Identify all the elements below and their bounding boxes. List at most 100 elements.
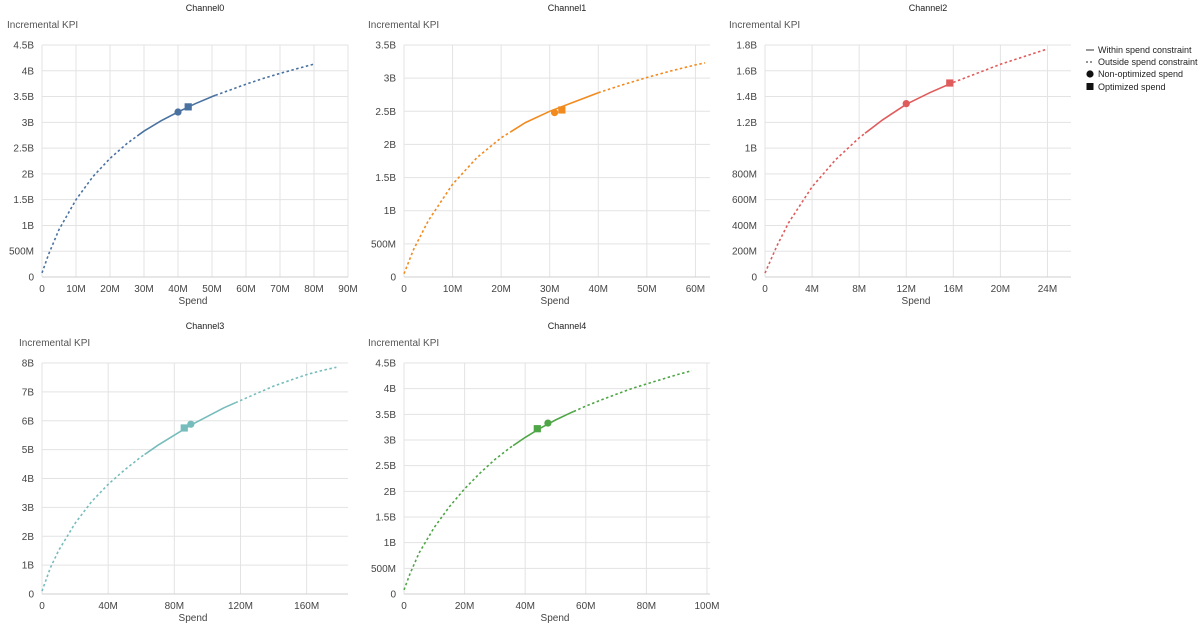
x-axis-label: Spend: [179, 296, 208, 307]
curve-outside-constraint-low: [403, 444, 514, 591]
y-tick-label: 5B: [22, 445, 35, 456]
y-tick-label: 0: [390, 590, 396, 601]
x-tick-label: 70M: [270, 284, 289, 295]
y-tick-label: 0: [28, 273, 34, 284]
x-tick-label: 50M: [637, 284, 656, 295]
non-optimized-spend-marker: [550, 109, 559, 117]
x-tick-label: 160M: [294, 601, 319, 612]
curve-within-constraint: [136, 94, 216, 137]
y-tick-label: 2B: [384, 487, 397, 498]
x-tick-label: 8M: [852, 284, 866, 295]
x-tick-label: 10M: [66, 284, 85, 295]
y-tick-label: 3.5B: [13, 92, 34, 103]
y-tick-label: 500M: [371, 239, 396, 250]
channel-chart: 0 200M 400M 600M 800M 1B 1.2B 1.4B 1.6B 1.8B 0 4M 8M…: [729, 3, 1071, 307]
y-tick-label: 4.5B: [375, 359, 396, 370]
y-axis-label: Incremental KPI: [7, 20, 78, 31]
y-tick-label: 500M: [371, 564, 396, 575]
x-tick-label: 20M: [991, 284, 1010, 295]
x-tick-label: 40M: [515, 601, 534, 612]
x-axis-label: Spend: [902, 296, 931, 307]
curve-outside-constraint-low: [403, 131, 512, 274]
y-tick-label: 7B: [22, 387, 35, 398]
y-tick-label: 1B: [384, 538, 397, 549]
y-tick-label: 8B: [22, 359, 35, 370]
y-axis-label: Incremental KPI: [368, 20, 439, 31]
x-tick-label: 0: [762, 284, 768, 295]
x-tick-label: 60M: [576, 601, 595, 612]
chart-title: Channel1: [548, 3, 587, 13]
x-tick-label: 120M: [228, 601, 253, 612]
curve-outside-constraint-low: [41, 453, 146, 592]
chart-title: Channel3: [186, 321, 225, 331]
legend-circle-marker: [1086, 70, 1094, 78]
curve-outside-constraint-high: [235, 366, 337, 404]
y-tick-label: 4B: [22, 474, 35, 485]
y-tick-label: 0: [390, 273, 396, 284]
channel-chart: 0 1B 2B 3B 4B 5B 6B 7B 8B 0 40M 80M 120M 160M Channel3…: [19, 321, 348, 624]
y-tick-label: 1.5B: [13, 195, 34, 206]
y-axis-label: Incremental KPI: [19, 338, 90, 349]
x-tick-label: 10M: [443, 284, 462, 295]
y-tick-label: 2.5B: [375, 107, 396, 118]
gridlines: [41, 362, 348, 595]
non-optimized-spend-marker: [174, 108, 182, 116]
y-tick-label: 2B: [22, 169, 35, 180]
y-tick-label: 800M: [732, 169, 757, 180]
curve-outside-constraint-low: [764, 132, 866, 274]
y-tick-label: 3B: [384, 436, 397, 447]
optimized-spend-marker: [184, 103, 192, 111]
y-tick-label: 0: [28, 590, 34, 601]
x-tick-label: 50M: [202, 284, 221, 295]
y-tick-label: 600M: [732, 195, 757, 206]
x-tick-label: 100M: [694, 601, 719, 612]
y-tick-label: 1.2B: [736, 118, 757, 129]
x-tick-label: 24M: [1038, 284, 1057, 295]
x-axis-label: Spend: [541, 613, 570, 624]
curve-outside-constraint-low: [41, 135, 138, 274]
x-axis-label: Spend: [179, 613, 208, 624]
x-tick-label: 0: [401, 284, 407, 295]
x-tick-label: 80M: [304, 284, 323, 295]
curve-within-constraint: [510, 91, 599, 133]
chart-title: Channel4: [548, 321, 587, 331]
chart-title: Channel0: [186, 3, 225, 13]
x-tick-label: 30M: [134, 284, 153, 295]
gridlines: [403, 362, 710, 595]
x-tick-label: 16M: [944, 284, 963, 295]
y-axis-label: Incremental KPI: [729, 20, 800, 31]
y-tick-label: 4B: [22, 66, 35, 77]
non-optimized-spend-marker: [902, 100, 910, 108]
channel-chart: 0 500M 1B 1.5B 2B 2.5B 3B 3.5B 4B 4.5B 0 20M 40M 60M 8…: [368, 321, 719, 624]
y-axis-label: Incremental KPI: [368, 338, 439, 349]
x-tick-label: 30M: [540, 284, 559, 295]
legend-within-label: Within spend constraint: [1098, 45, 1192, 55]
x-tick-label: 20M: [491, 284, 510, 295]
x-tick-label: 0: [401, 601, 407, 612]
legend: Within spend constraint Outside spend co…: [1086, 45, 1198, 92]
x-tick-label: 0: [39, 284, 45, 295]
non-optimized-spend-marker: [544, 419, 552, 427]
gridlines: [764, 44, 1071, 278]
optimized-spend-marker: [558, 106, 566, 114]
y-tick-label: 500M: [9, 247, 34, 258]
y-tick-label: 1.5B: [375, 513, 396, 524]
y-tick-label: 3.5B: [375, 41, 396, 52]
optimized-spend-marker: [533, 425, 541, 433]
y-tick-label: 400M: [732, 221, 757, 232]
legend-square-marker: [1086, 83, 1094, 90]
y-tick-label: 3B: [384, 74, 397, 85]
x-tick-label: 4M: [805, 284, 819, 295]
x-axis-label: Spend: [541, 296, 570, 307]
x-tick-label: 60M: [686, 284, 705, 295]
x-tick-label: 80M: [165, 601, 184, 612]
x-tick-label: 40M: [589, 284, 608, 295]
y-tick-label: 1B: [384, 206, 397, 217]
curve-within-constraint: [864, 81, 954, 134]
curve-outside-constraint-high: [953, 48, 1048, 84]
y-tick-label: 1.6B: [736, 66, 757, 77]
y-tick-label: 200M: [732, 247, 757, 258]
optimized-spend-marker: [180, 424, 188, 432]
gridlines: [403, 44, 710, 278]
